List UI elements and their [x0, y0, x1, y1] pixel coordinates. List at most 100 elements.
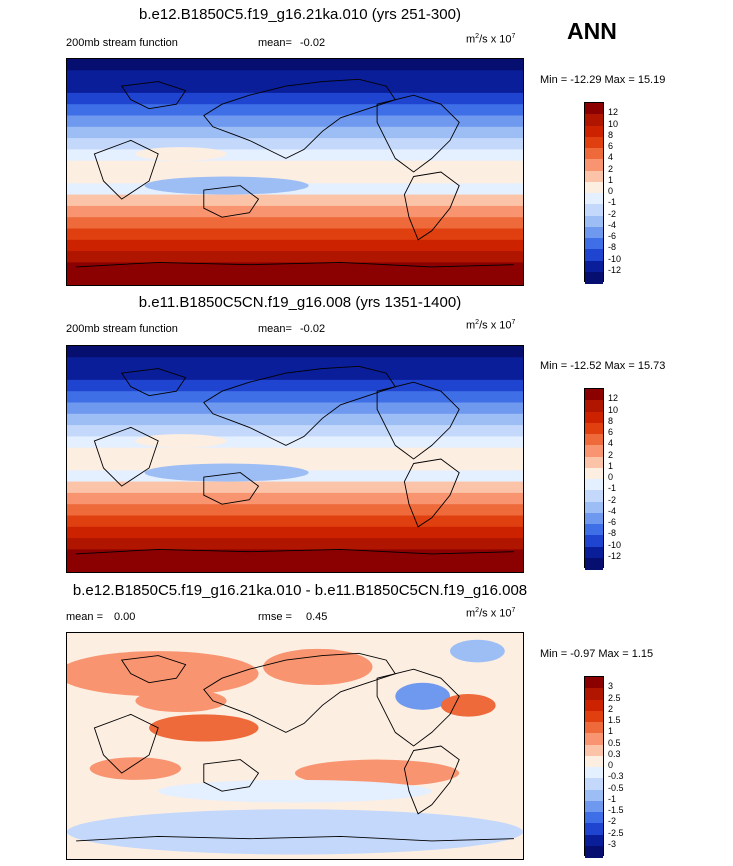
- stream-band: [67, 425, 523, 438]
- colorbar-tick-label: -3: [608, 838, 617, 849]
- colorbar-segment: [585, 823, 603, 835]
- map-svg: [67, 346, 523, 572]
- colorbar-segment: [585, 767, 603, 779]
- tropical-anomaly: [135, 434, 227, 448]
- stream-band: [67, 391, 523, 404]
- stream-band: [67, 560, 523, 572]
- colorbar-segment: [585, 260, 603, 273]
- stream-band: [67, 138, 523, 151]
- diff-anomaly: [89, 757, 181, 780]
- units-part: m: [466, 319, 476, 332]
- diff-anomaly: [263, 648, 373, 685]
- stream-band: [67, 504, 523, 517]
- coastline: [203, 759, 260, 792]
- coastline: [76, 835, 514, 842]
- colorbar-tick-label: 6: [608, 141, 614, 151]
- stream-band: [67, 115, 523, 128]
- colorbar-segment: [585, 400, 603, 412]
- stream-band: [67, 70, 523, 83]
- coastline: [403, 458, 460, 528]
- colorbar-segment: [585, 710, 603, 723]
- panel-mean-label: mean=: [258, 323, 292, 335]
- colorbar-segment: [585, 501, 603, 514]
- colorbar-segment: [585, 490, 603, 502]
- coastline: [403, 171, 460, 241]
- colorbar-tick-label: 8: [608, 129, 614, 140]
- panel-rmse-label: rmse =: [258, 611, 292, 623]
- stream-band: [67, 126, 523, 140]
- panel-mean-value: -0.02: [300, 37, 326, 49]
- units-part: 7: [511, 33, 516, 40]
- colorbar-tick-label: 0: [608, 760, 614, 770]
- colorbar-segment: [585, 744, 603, 757]
- colorbar-tick-label: 3: [608, 681, 614, 692]
- map-svg: [67, 633, 523, 859]
- colorbar-segment: [585, 434, 603, 446]
- coastline: [120, 655, 187, 684]
- colorbar-tick-label: 1.5: [608, 715, 621, 725]
- colorbar-segment: [585, 722, 603, 734]
- colorbar-tick-label: 0: [608, 186, 614, 196]
- coastline: [203, 185, 260, 218]
- stream-band: [67, 436, 523, 449]
- colorbar-tick-label: -1: [608, 483, 617, 494]
- panel-left-label: 200mb stream function: [66, 323, 178, 335]
- colorbar-segment: [585, 411, 603, 424]
- diff-anomaly: [149, 714, 259, 742]
- colorbar-segment: [585, 778, 603, 790]
- stream-band: [67, 262, 523, 275]
- panel-title: b.e12.B1850C5.f19_g16.21ka.010 - b.e11.B…: [72, 582, 528, 599]
- colorbar-segment: [585, 249, 603, 261]
- units-part: m: [466, 607, 476, 620]
- stream-band: [67, 481, 523, 494]
- colorbar-segment: [585, 845, 603, 858]
- colorbar-segment: [585, 159, 603, 171]
- colorbar-segment: [585, 677, 603, 689]
- diff-anomaly: [450, 639, 505, 663]
- colorbar-tick-label: -0.5: [608, 782, 624, 793]
- season-label: ANN: [567, 18, 617, 44]
- coastline: [376, 668, 460, 747]
- stream-band: [67, 92, 523, 106]
- units-part: 2: [475, 33, 480, 40]
- stream-band: [67, 149, 523, 162]
- diff-anomaly: [67, 809, 523, 855]
- contour-map: [66, 632, 524, 860]
- coastline: [93, 426, 159, 487]
- colorbar: [584, 102, 604, 284]
- units-part: 7: [511, 607, 516, 614]
- colorbar-tick-label: 2: [608, 449, 614, 460]
- colorbar-tick-label: -4: [608, 219, 617, 230]
- units-part: /s x 10: [479, 33, 512, 46]
- units-part: 7: [511, 319, 516, 326]
- stream-band: [67, 239, 523, 253]
- stream-band: [67, 346, 523, 359]
- colorbar-segment: [585, 215, 603, 228]
- colorbar-tick-label: 2: [608, 703, 614, 714]
- colorbar-segment: [585, 688, 603, 700]
- colorbar-segment: [585, 226, 603, 239]
- stream-band: [67, 59, 523, 72]
- stream-band: [67, 402, 523, 415]
- map-svg: [67, 59, 523, 285]
- stream-band: [67, 273, 523, 285]
- colorbar-segment: [585, 546, 603, 559]
- colorbar-segment: [585, 170, 603, 183]
- colorbar-segment: [585, 103, 603, 115]
- stream-band: [67, 549, 523, 562]
- panel-left-label: 200mb stream function: [66, 37, 178, 49]
- colorbar-tick-label: 6: [608, 427, 614, 437]
- colorbar-segment: [585, 271, 603, 284]
- colorbar-tick-label: 1: [608, 174, 614, 185]
- colorbar-segment: [585, 789, 603, 802]
- stream-band: [67, 413, 523, 427]
- colorbar-tick-label: -1: [608, 793, 617, 804]
- units-part: /s x 10: [479, 607, 512, 620]
- colorbar-tick-label: -10: [608, 253, 622, 264]
- stream-band: [67, 228, 523, 241]
- colorbar-tick-label: -0.3: [608, 771, 624, 782]
- colorbar-tick-label: 1: [608, 726, 614, 737]
- coastline: [120, 368, 187, 397]
- colorbar-tick-label: 10: [608, 118, 619, 129]
- stream-band: [67, 160, 523, 173]
